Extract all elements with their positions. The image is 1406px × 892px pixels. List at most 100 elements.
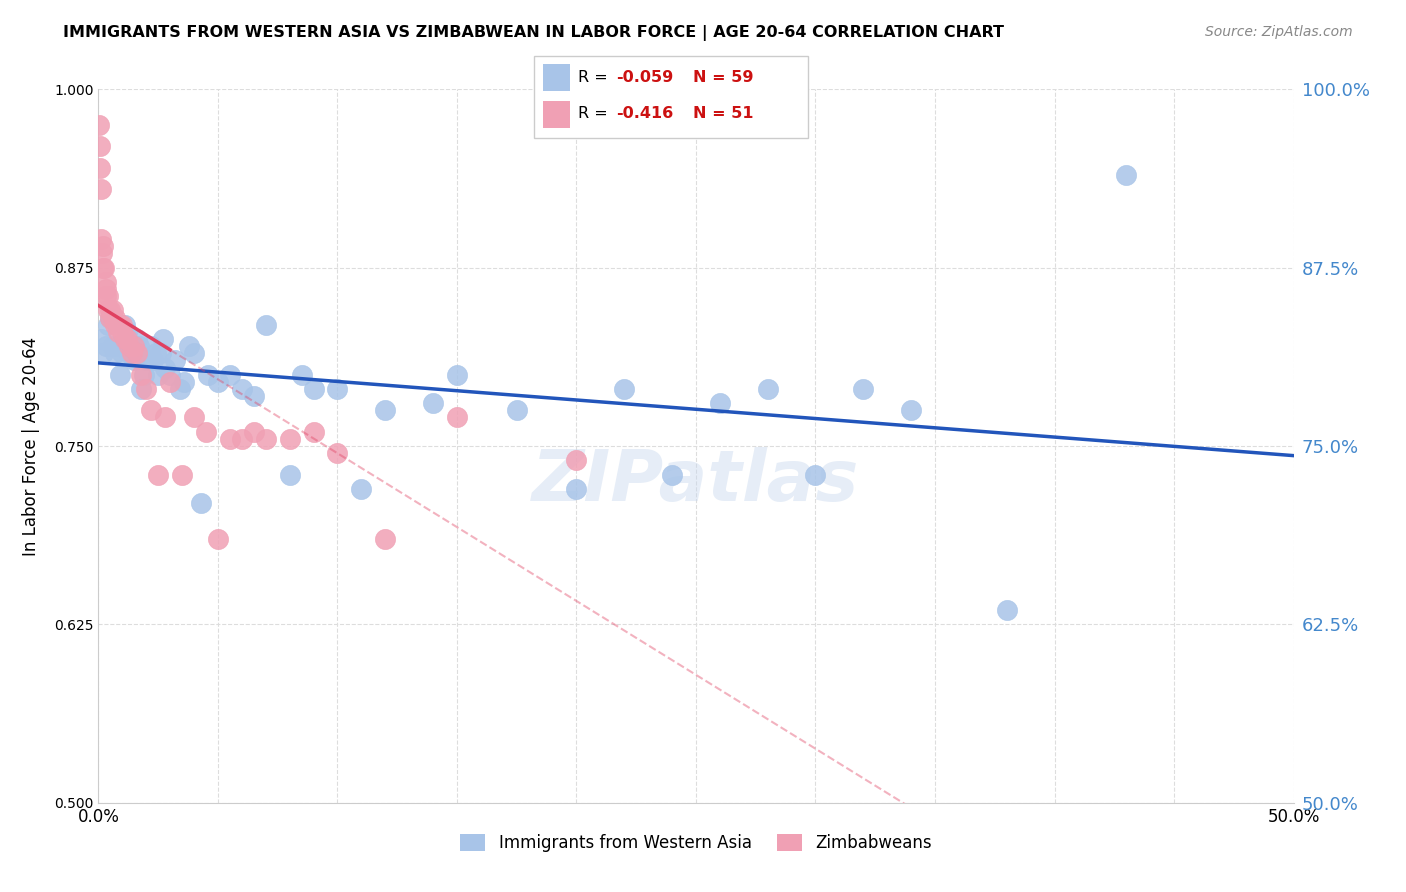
Legend: Immigrants from Western Asia, Zimbabweans: Immigrants from Western Asia, Zimbabwean… xyxy=(454,827,938,859)
Point xyxy=(90,182,112,196)
Point xyxy=(94,339,117,353)
Point xyxy=(254,318,277,332)
Point xyxy=(152,332,174,346)
Y-axis label: In Labor Force | Age 20-64: In Labor Force | Age 20-64 xyxy=(22,336,41,556)
Point xyxy=(207,375,229,389)
Point xyxy=(243,389,266,403)
Point xyxy=(115,332,138,346)
Point xyxy=(278,432,301,446)
Text: R =: R = xyxy=(578,70,613,85)
Point xyxy=(114,318,136,332)
Point xyxy=(1115,168,1137,182)
Point xyxy=(190,496,212,510)
Point xyxy=(243,425,266,439)
Point xyxy=(446,410,468,425)
Point xyxy=(565,453,588,467)
Point xyxy=(506,403,529,417)
Point xyxy=(149,346,172,360)
Point xyxy=(139,339,162,353)
Point xyxy=(195,425,218,439)
Point xyxy=(231,432,253,446)
Point xyxy=(135,353,157,368)
Point xyxy=(302,382,325,396)
Point xyxy=(148,467,170,482)
Point xyxy=(118,339,141,353)
Text: N = 51: N = 51 xyxy=(693,106,754,121)
Point xyxy=(169,382,191,396)
Point xyxy=(90,332,112,346)
Point xyxy=(97,289,120,303)
Point xyxy=(101,310,124,325)
Point xyxy=(326,446,349,460)
Point xyxy=(995,603,1018,617)
Point xyxy=(139,403,162,417)
Point xyxy=(124,353,146,368)
Point xyxy=(613,382,636,396)
Text: Source: ZipAtlas.com: Source: ZipAtlas.com xyxy=(1205,25,1353,39)
Point xyxy=(89,161,111,175)
Point xyxy=(756,382,779,396)
Point xyxy=(97,318,120,332)
Point xyxy=(111,318,134,332)
Point xyxy=(89,139,111,153)
Point xyxy=(104,346,127,360)
Point xyxy=(94,282,117,296)
Text: ZIPatlas: ZIPatlas xyxy=(533,447,859,516)
Text: N = 59: N = 59 xyxy=(693,70,754,85)
Point xyxy=(804,467,827,482)
Point xyxy=(114,332,136,346)
Point xyxy=(108,368,131,382)
Text: R =: R = xyxy=(578,106,613,121)
Point xyxy=(145,346,167,360)
Point xyxy=(900,403,922,417)
Point xyxy=(302,425,325,439)
Point xyxy=(111,325,134,339)
Point xyxy=(93,260,115,275)
Point xyxy=(291,368,314,382)
Point xyxy=(104,318,127,332)
Point xyxy=(118,346,141,360)
Text: IMMIGRANTS FROM WESTERN ASIA VS ZIMBABWEAN IN LABOR FORCE | AGE 20-64 CORRELATIO: IMMIGRANTS FROM WESTERN ASIA VS ZIMBABWE… xyxy=(63,25,1004,41)
Bar xyxy=(543,101,569,128)
Point xyxy=(132,368,155,382)
Point xyxy=(97,303,120,318)
Point xyxy=(374,403,396,417)
Point xyxy=(128,339,150,353)
Point xyxy=(91,239,114,253)
Point xyxy=(374,532,396,546)
Point xyxy=(173,375,195,389)
Point xyxy=(125,332,148,346)
Point xyxy=(125,346,148,360)
Point xyxy=(98,303,122,318)
Point xyxy=(661,467,683,482)
Point xyxy=(91,346,114,360)
Point xyxy=(565,482,588,496)
Point xyxy=(183,346,205,360)
Point xyxy=(91,246,114,260)
Point xyxy=(155,360,177,375)
Point xyxy=(326,382,349,396)
Point xyxy=(197,368,219,382)
Point xyxy=(183,410,205,425)
Point xyxy=(131,368,153,382)
Point xyxy=(91,260,114,275)
Point xyxy=(94,289,117,303)
Point xyxy=(852,382,875,396)
Point xyxy=(90,232,112,246)
Point xyxy=(121,339,143,353)
Point xyxy=(155,410,177,425)
Point xyxy=(94,275,117,289)
Text: -0.416: -0.416 xyxy=(616,106,673,121)
Point xyxy=(207,532,229,546)
Point xyxy=(98,310,122,325)
Point xyxy=(101,339,124,353)
Point xyxy=(115,325,138,339)
Point xyxy=(159,375,181,389)
Text: -0.059: -0.059 xyxy=(616,70,673,85)
Point xyxy=(107,318,129,332)
Point xyxy=(163,353,186,368)
Point xyxy=(422,396,444,410)
Point xyxy=(135,382,157,396)
Bar xyxy=(543,63,569,92)
Point xyxy=(89,118,111,132)
